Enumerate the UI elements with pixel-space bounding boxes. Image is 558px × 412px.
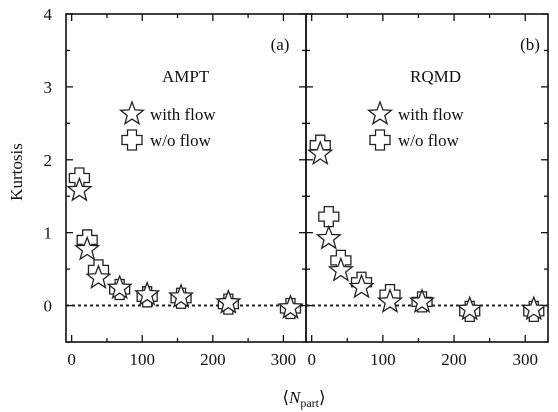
data-point-star: [215, 288, 242, 314]
panel-label: (a): [271, 35, 290, 54]
x-tick-label: 100: [370, 350, 396, 369]
x-tick-label: 0: [307, 350, 316, 369]
data-point-cross: [318, 205, 340, 228]
legend-label: with flow: [150, 105, 216, 124]
legend-marker-cross: [121, 129, 143, 151]
model-label: AMPT: [162, 67, 210, 86]
legend-label: w/o flow: [398, 131, 460, 150]
data-point-star: [376, 288, 404, 314]
data-point-star: [520, 295, 547, 321]
y-axis-label: Kurtosis: [7, 143, 26, 201]
data-point-star: [408, 288, 436, 314]
data-point-star: [348, 273, 375, 299]
y-tick-label: 4: [44, 5, 53, 24]
data-point-star: [307, 140, 334, 166]
data-point-star: [85, 264, 112, 290]
panel-a: 0 1 2 3 4 0 100 200 300 (a) AMPT with flow w/o flow: [44, 5, 307, 369]
legend-marker-star: [118, 100, 146, 126]
data-point-star: [106, 274, 133, 300]
legend-marker-star: [366, 100, 394, 126]
data-point-star: [327, 256, 355, 282]
data-point-star: [73, 235, 101, 261]
x-tick-label: 200: [200, 350, 226, 369]
data-point-star: [66, 176, 93, 202]
x-axis-label: ⟨Npart⟩: [282, 388, 325, 410]
x-tick-label: 200: [441, 350, 467, 369]
panel-b: 0 100 200 300 (b) RQMD with flow w/o flow: [305, 13, 549, 369]
y-tick-label: 2: [44, 151, 53, 170]
x-tick-label: 0: [67, 350, 76, 369]
common-labels: Kurtosis ⟨Npart⟩: [7, 143, 326, 410]
panel-label: (b): [520, 35, 540, 54]
x-tick-label: 300: [512, 350, 538, 369]
data-point-star: [277, 293, 304, 319]
data-point-star: [133, 280, 161, 306]
data-point-star: [315, 224, 342, 250]
y-tick-label: 3: [44, 78, 53, 97]
legend-label: with flow: [398, 105, 464, 124]
plot-frame: [305, 13, 549, 343]
model-label: RQMD: [410, 67, 461, 86]
data-point-star: [167, 282, 195, 309]
x-tick-label: 300: [271, 350, 297, 369]
legend-marker-cross: [369, 129, 391, 151]
legend-label: w/o flow: [150, 131, 212, 150]
x-tick-label: 100: [129, 350, 155, 369]
y-tick-label: 0: [44, 297, 53, 316]
data-point-star: [456, 295, 483, 321]
y-tick-label: 1: [44, 224, 53, 243]
